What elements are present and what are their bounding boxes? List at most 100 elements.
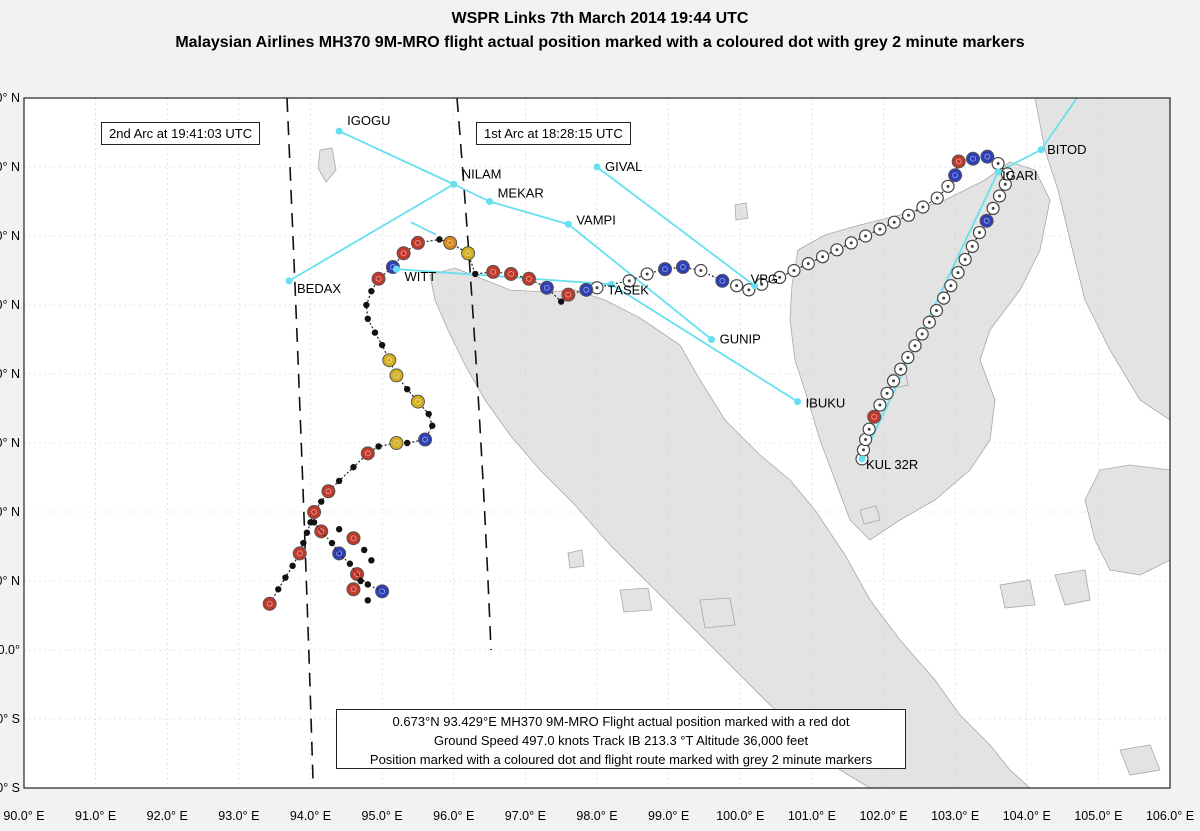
- position-dot-ring: [970, 155, 976, 162]
- track-point: [357, 577, 364, 585]
- marker-center: [1005, 172, 1009, 176]
- position-dot-ring: [375, 275, 382, 282]
- airway-segment: [1040, 97, 1078, 151]
- waypoint-marker: [392, 265, 400, 273]
- island: [699, 597, 736, 629]
- waypoints: IGOGU NILAM MEKAR GIVAL VAMPI BEDAX WITT TASEK V…: [285, 113, 1087, 472]
- airway-segment: [410, 221, 437, 236]
- waypoint-label: GUNIP: [720, 332, 761, 347]
- marker-center: [864, 438, 868, 442]
- position-dot: [396, 246, 411, 261]
- lat-tick-label: 0.0°: [0, 643, 20, 657]
- waypoint-marker: [335, 127, 343, 135]
- position-dot-ring: [465, 250, 471, 257]
- waypoint-label: WITT: [404, 269, 436, 284]
- position-dot: [951, 154, 966, 169]
- track-point: [335, 526, 343, 533]
- waypoint-marker: [607, 280, 615, 288]
- waypoint-label: VAMPI: [576, 212, 616, 227]
- marker-center: [935, 309, 939, 313]
- waypoint-label: TASEK: [607, 282, 649, 297]
- position-dot: [382, 353, 397, 368]
- lon-tick-label: 103.0° E: [931, 809, 979, 823]
- track-point: [350, 463, 357, 471]
- position-dot: [461, 246, 476, 261]
- position-dot-ring: [386, 357, 393, 364]
- track-point: [346, 560, 354, 567]
- position-dot: [321, 484, 336, 499]
- position-dot-ring: [311, 509, 317, 515]
- marker-center: [806, 262, 810, 266]
- airway-segment: [567, 223, 713, 341]
- airway-segment: [489, 200, 569, 226]
- track-point: [300, 539, 307, 547]
- chart-title: WSPR Links 7th March 2014 19:44 UTC: [451, 10, 749, 27]
- island: [567, 549, 585, 569]
- airway-segment: [396, 268, 612, 286]
- marker-center: [996, 162, 1000, 166]
- lat-tick-label: 7.0° N: [0, 160, 20, 174]
- waypoint-label: VPG: [751, 272, 778, 287]
- position-dot: [539, 280, 554, 295]
- waypoint-label: MEKAR: [498, 186, 544, 201]
- position-dot-ring: [393, 440, 400, 446]
- marker-center: [792, 269, 796, 272]
- island: [1119, 744, 1161, 776]
- waypoint-label: GIVAL: [605, 159, 642, 174]
- track-point: [368, 288, 375, 295]
- waypoint-label: BEDAX: [297, 281, 341, 296]
- position-info-box: 0.673°N 93.429°E MH370 9M-MRO Flight act…: [336, 709, 906, 769]
- position-dot-ring: [354, 571, 360, 577]
- arc-2-label: 2nd Arc at 19:41:03 UTC: [101, 122, 261, 145]
- position-dot: [675, 260, 690, 275]
- track-point: [368, 557, 375, 564]
- waypoint-marker: [593, 163, 601, 171]
- lat-tick-label: 3.0° N: [0, 436, 20, 450]
- island: [999, 579, 1036, 609]
- track-point: [364, 597, 371, 604]
- position-dot: [371, 271, 386, 286]
- lat-tick-label: 4.0° N: [0, 367, 20, 381]
- marker-center: [878, 403, 882, 407]
- lat-tick-label: 2.0° N: [0, 505, 20, 519]
- track-point: [364, 581, 371, 588]
- position-dot-ring: [379, 588, 386, 595]
- lon-tick-label: 105.0° E: [1074, 809, 1122, 823]
- lon-tick-label: 106.0° E: [1146, 809, 1194, 823]
- marker-center: [835, 248, 839, 252]
- info-line-2: Ground Speed 497.0 knots Track IB 213.3 …: [433, 733, 809, 748]
- lon-tick-label: 96.0° E: [433, 809, 474, 823]
- marker-center: [920, 332, 924, 336]
- position-dot-ring: [336, 550, 343, 557]
- waypoint-marker: [564, 220, 572, 228]
- marker-center: [885, 391, 889, 395]
- info-line-1: 0.673°N 93.429°E MH370 9M-MRO Flight act…: [392, 714, 850, 729]
- position-dot: [579, 282, 594, 297]
- waypoint-marker: [708, 336, 716, 343]
- marker-center: [949, 284, 953, 288]
- position-dot-ring: [350, 535, 357, 542]
- position-dot: [346, 582, 361, 597]
- position-dot-ring: [583, 286, 590, 293]
- lat-tick-label: 8.0° N: [0, 91, 20, 105]
- track-point: [378, 341, 386, 349]
- position-dot: [715, 273, 730, 288]
- position-dot-ring: [447, 239, 454, 246]
- airway-segment: [453, 183, 490, 203]
- lon-tick-label: 93.0° E: [218, 809, 259, 823]
- lon-tick-label: 92.0° E: [147, 809, 188, 823]
- marker-center: [861, 448, 865, 452]
- plot-frame: [23, 97, 1171, 789]
- position-dot: [486, 264, 501, 279]
- island: [859, 505, 881, 525]
- track-point: [557, 298, 565, 305]
- track-point: [282, 574, 289, 581]
- position-dot: [418, 432, 433, 447]
- lat-tick-label: 5.0° N: [0, 298, 20, 312]
- position-dot-ring: [415, 398, 421, 405]
- marker-center: [878, 227, 882, 231]
- lon-tick-label: 104.0° E: [1003, 809, 1051, 823]
- marker-center: [778, 275, 782, 279]
- marker-center: [1003, 182, 1007, 186]
